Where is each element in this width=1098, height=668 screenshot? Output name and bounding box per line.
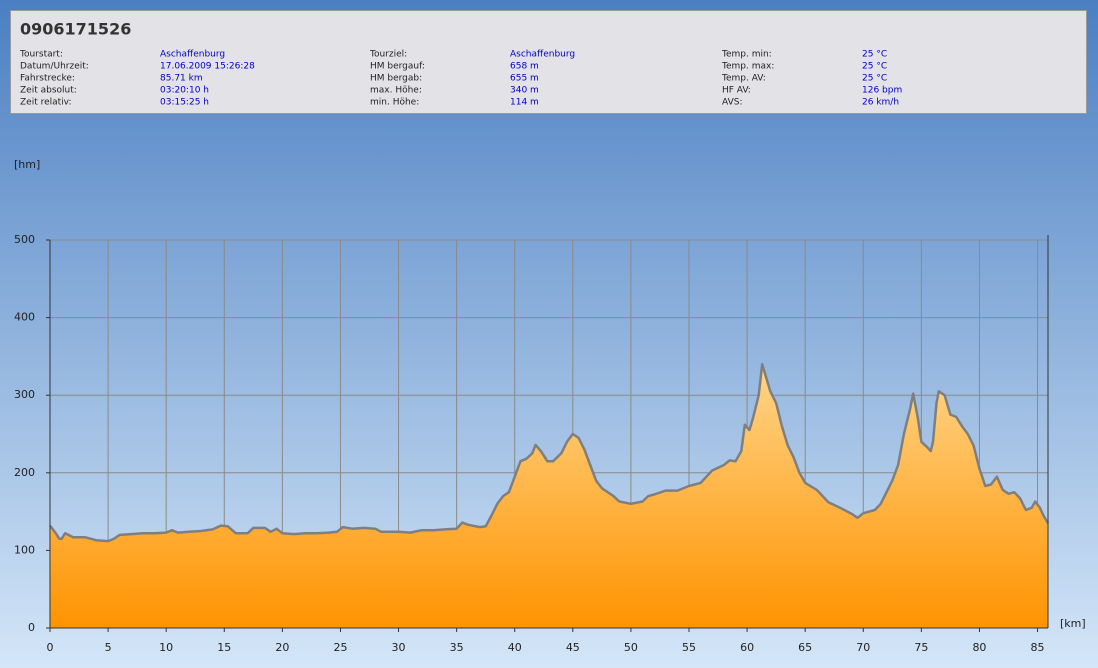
- info-value: 658 m: [510, 62, 539, 72]
- info-label: Datum/Uhrzeit:: [20, 62, 89, 72]
- x-tick-label: 80: [972, 641, 986, 654]
- y-tick-label: 400: [14, 311, 35, 324]
- info-value: 03:15:25 h: [160, 98, 209, 108]
- y-tick-label: 500: [14, 233, 35, 246]
- info-label: Temp. min:: [721, 50, 772, 60]
- info-value: 03:20:10 h: [160, 86, 209, 96]
- info-label: HM bergab:: [370, 74, 422, 84]
- info-label: min. Höhe:: [370, 98, 419, 108]
- x-tick-label: 30: [392, 641, 406, 654]
- info-label: Temp. AV:: [721, 74, 766, 84]
- info-label: max. Höhe:: [370, 86, 422, 96]
- x-tick-label: 45: [566, 641, 580, 654]
- x-tick-label: 35: [450, 641, 464, 654]
- info-value: 25 °C: [862, 62, 887, 72]
- x-tick-label: 25: [333, 641, 347, 654]
- info-label: Tourziel:: [369, 50, 407, 60]
- y-axis-label: [hm]: [14, 158, 40, 171]
- x-tick-label: 75: [914, 641, 928, 654]
- info-label: Zeit absolut:: [20, 86, 77, 96]
- y-tick-label: 0: [28, 621, 35, 634]
- x-tick-label: 15: [217, 641, 231, 654]
- info-value: Aschaffenburg: [510, 50, 575, 60]
- x-tick-label: 0: [47, 641, 54, 654]
- elevation-line: [49, 362, 1050, 543]
- info-value: 17.06.2009 15:26:28: [160, 62, 255, 72]
- info-label: Zeit relativ:: [20, 98, 72, 108]
- info-value: 340 m: [510, 86, 539, 96]
- x-tick-label: 60: [740, 641, 754, 654]
- info-label: HF AV:: [722, 86, 751, 96]
- x-tick-label: 10: [159, 641, 173, 654]
- x-tick-label: 50: [624, 641, 638, 654]
- y-tick-label: 100: [14, 543, 35, 556]
- info-value: 655 m: [510, 74, 539, 84]
- x-tick-label: 55: [682, 641, 696, 654]
- info-label: HM bergauf:: [370, 62, 425, 72]
- x-tick-label: 70: [856, 641, 870, 654]
- info-value: 25 °C: [862, 50, 887, 60]
- x-tick-label: 5: [105, 641, 112, 654]
- info-label: Tourstart:: [19, 50, 63, 60]
- info-label: Fahrstrecke:: [20, 74, 75, 84]
- info-value: 85.71 km: [160, 74, 203, 84]
- info-label: Temp. max:: [721, 62, 774, 72]
- y-tick-label: 200: [14, 466, 35, 479]
- info-value: 114 m: [510, 98, 539, 108]
- info-value: 25 °C: [862, 74, 887, 84]
- x-tick-label: 40: [508, 641, 522, 654]
- area-fill: [50, 364, 1048, 628]
- x-tick-label: 65: [798, 641, 812, 654]
- tour-title: 0906171526: [20, 20, 131, 39]
- info-value: 126 bpm: [862, 86, 902, 96]
- info-label: AVS:: [722, 98, 742, 108]
- x-axis-label: [km]: [1060, 617, 1086, 630]
- y-tick-label: 300: [14, 388, 35, 401]
- info-value: Aschaffenburg: [160, 50, 225, 60]
- x-tick-label: 85: [1031, 641, 1045, 654]
- x-tick-label: 20: [275, 641, 289, 654]
- info-panel: [10, 10, 1087, 114]
- info-value: 26 km/h: [862, 98, 899, 108]
